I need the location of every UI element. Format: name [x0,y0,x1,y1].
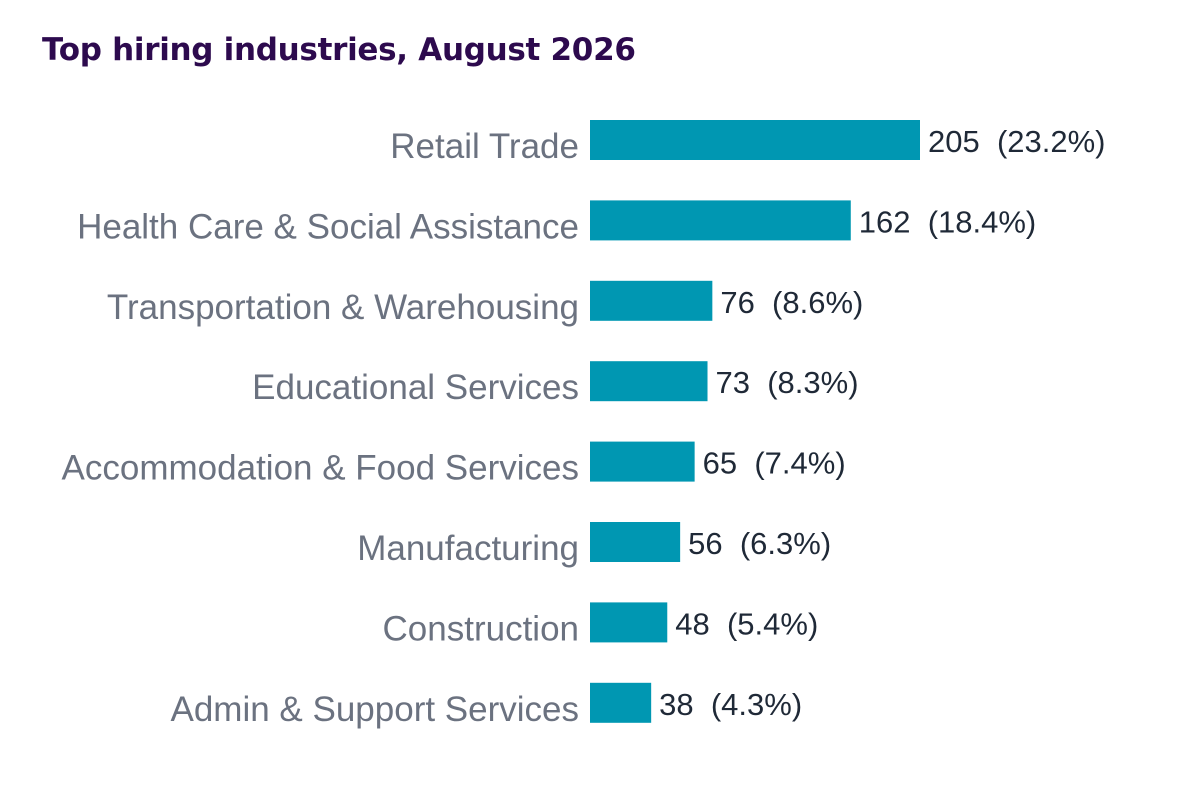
value-label-0: 205 (23.2%) [928,124,1106,159]
bar-3 [590,361,708,402]
value-label-2: 76 (8.6%) [720,285,863,320]
bar-7 [590,682,652,723]
value-label-3: 73 (8.3%) [716,365,859,400]
labels-layer: Retail Trade 205 (23.2%) Health Care & Soc… [62,124,1106,729]
category-label-1: Health Care & Social Assistance [77,207,579,246]
bar-2 [590,280,713,321]
bar-1 [590,200,851,241]
value-label-1: 162 (18.4%) [859,204,1037,239]
value-label-6: 48 (5.4%) [675,606,818,641]
bar-5 [590,522,681,562]
category-label-4: Accommodation & Food Services [62,449,579,488]
chart-title: Top hiring industries, August 2026 [42,32,636,68]
category-label-5: Manufacturing [357,529,579,568]
category-label-6: Construction [383,609,579,648]
category-label-0: Retail Trade [390,127,579,166]
bar-4 [590,441,695,482]
value-label-5: 56 (6.3%) [688,526,831,561]
value-label-4: 65 (7.4%) [703,446,846,481]
bars-layer [590,120,920,723]
category-label-7: Admin & Support Services [170,690,579,729]
value-label-7: 38 (4.3%) [659,687,802,722]
bar-0 [590,120,920,160]
category-label-3: Educational Services [252,368,579,407]
category-label-2: Transportation & Warehousing [107,288,579,327]
bar-6 [590,602,668,643]
